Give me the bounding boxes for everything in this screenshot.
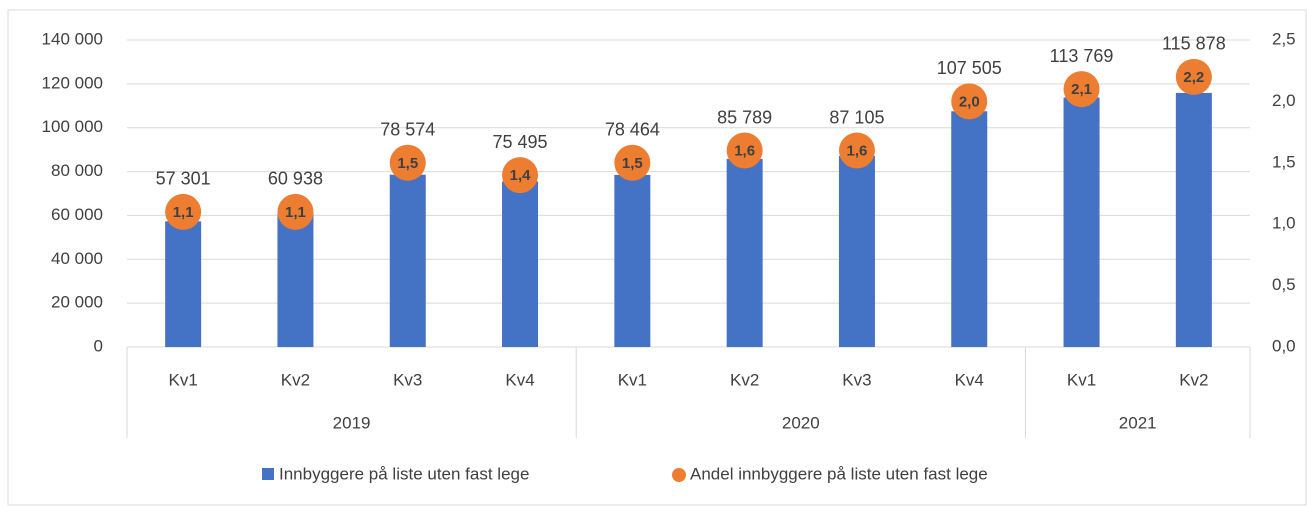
bar [1175,92,1212,347]
x-tick-label: Kv4 [505,370,534,389]
bar [165,221,202,347]
x-tick-label: Kv3 [842,370,871,389]
bar-label: 60 938 [268,169,323,189]
x-tick-label: Kv2 [730,370,759,389]
dot [165,193,202,230]
x-tick-label: Kv1 [1067,370,1096,389]
dot [838,132,875,169]
x-tick-label: Kv1 [618,370,647,389]
bar [726,158,763,347]
y-tick-label: 80 000 [51,161,103,180]
bar-label: 57 301 [156,169,211,189]
y2-tick-label: 1,0 [1272,214,1296,233]
legend-swatch [262,468,274,480]
dot-label: 1,5 [397,155,418,172]
legend-label: Innbyggere på liste uten fast lege [279,464,529,483]
bar-label: 107 505 [937,58,1002,78]
dot [502,157,539,194]
bar-label: 75 495 [493,132,548,152]
y-tick-label: 40 000 [51,249,103,268]
dot [614,144,651,181]
x-tick-label: Kv1 [169,370,198,389]
group-label: 2019 [333,413,371,432]
y2-tick-label: 2,5 [1272,29,1296,48]
dot-label: 1,5 [622,155,643,172]
bar [1063,97,1100,347]
dot [389,144,426,181]
dot-label: 2,0 [959,93,980,110]
y-tick-label: 120 000 [42,73,103,92]
dot [277,193,314,230]
legend-swatch [672,468,686,482]
group-label: 2020 [782,413,820,432]
y-tick-label: 60 000 [51,205,103,224]
dot [1063,71,1100,108]
dot-label: 2,2 [1183,69,1204,86]
group-label: 2021 [1119,413,1157,432]
bar-label: 113 769 [1050,46,1114,66]
bar-label: 78 574 [380,120,435,140]
dot-label: 1,1 [173,204,194,221]
bar-label: 85 789 [717,107,772,127]
dot [1175,58,1212,95]
bar-label: 87 105 [829,107,884,127]
bar [277,213,314,347]
bar [614,174,651,347]
bar [502,181,539,347]
bar-label: 78 464 [605,120,660,140]
dot-label: 1,6 [734,142,755,159]
bar [838,155,875,347]
legend-label: Andel innbyggere på liste uten fast lege [690,464,988,483]
dot-label: 1,1 [285,204,306,221]
y2-tick-label: 1,5 [1272,152,1296,171]
dot [726,132,763,169]
chart-frame [7,9,1307,506]
dot-label: 1,4 [510,167,532,184]
x-tick-label: Kv2 [1179,370,1208,389]
x-tick-label: Kv3 [393,370,422,389]
y2-tick-label: 2,0 [1272,91,1296,110]
y-tick-label: 20 000 [51,293,103,312]
y2-tick-label: 0,5 [1272,275,1296,294]
dot-label: 1,6 [847,142,868,159]
bar [389,174,426,347]
y-tick-label: 140 000 [42,29,103,48]
y2-tick-label: 0,0 [1272,336,1296,355]
y-tick-label: 100 000 [42,117,103,136]
y-tick-label: 0 [94,336,103,355]
bar-label: 115 878 [1162,34,1226,54]
dot-label: 2,1 [1071,81,1092,98]
dot [951,83,988,120]
x-tick-label: Kv4 [955,370,984,389]
bar [951,111,988,347]
x-tick-label: Kv2 [281,370,310,389]
